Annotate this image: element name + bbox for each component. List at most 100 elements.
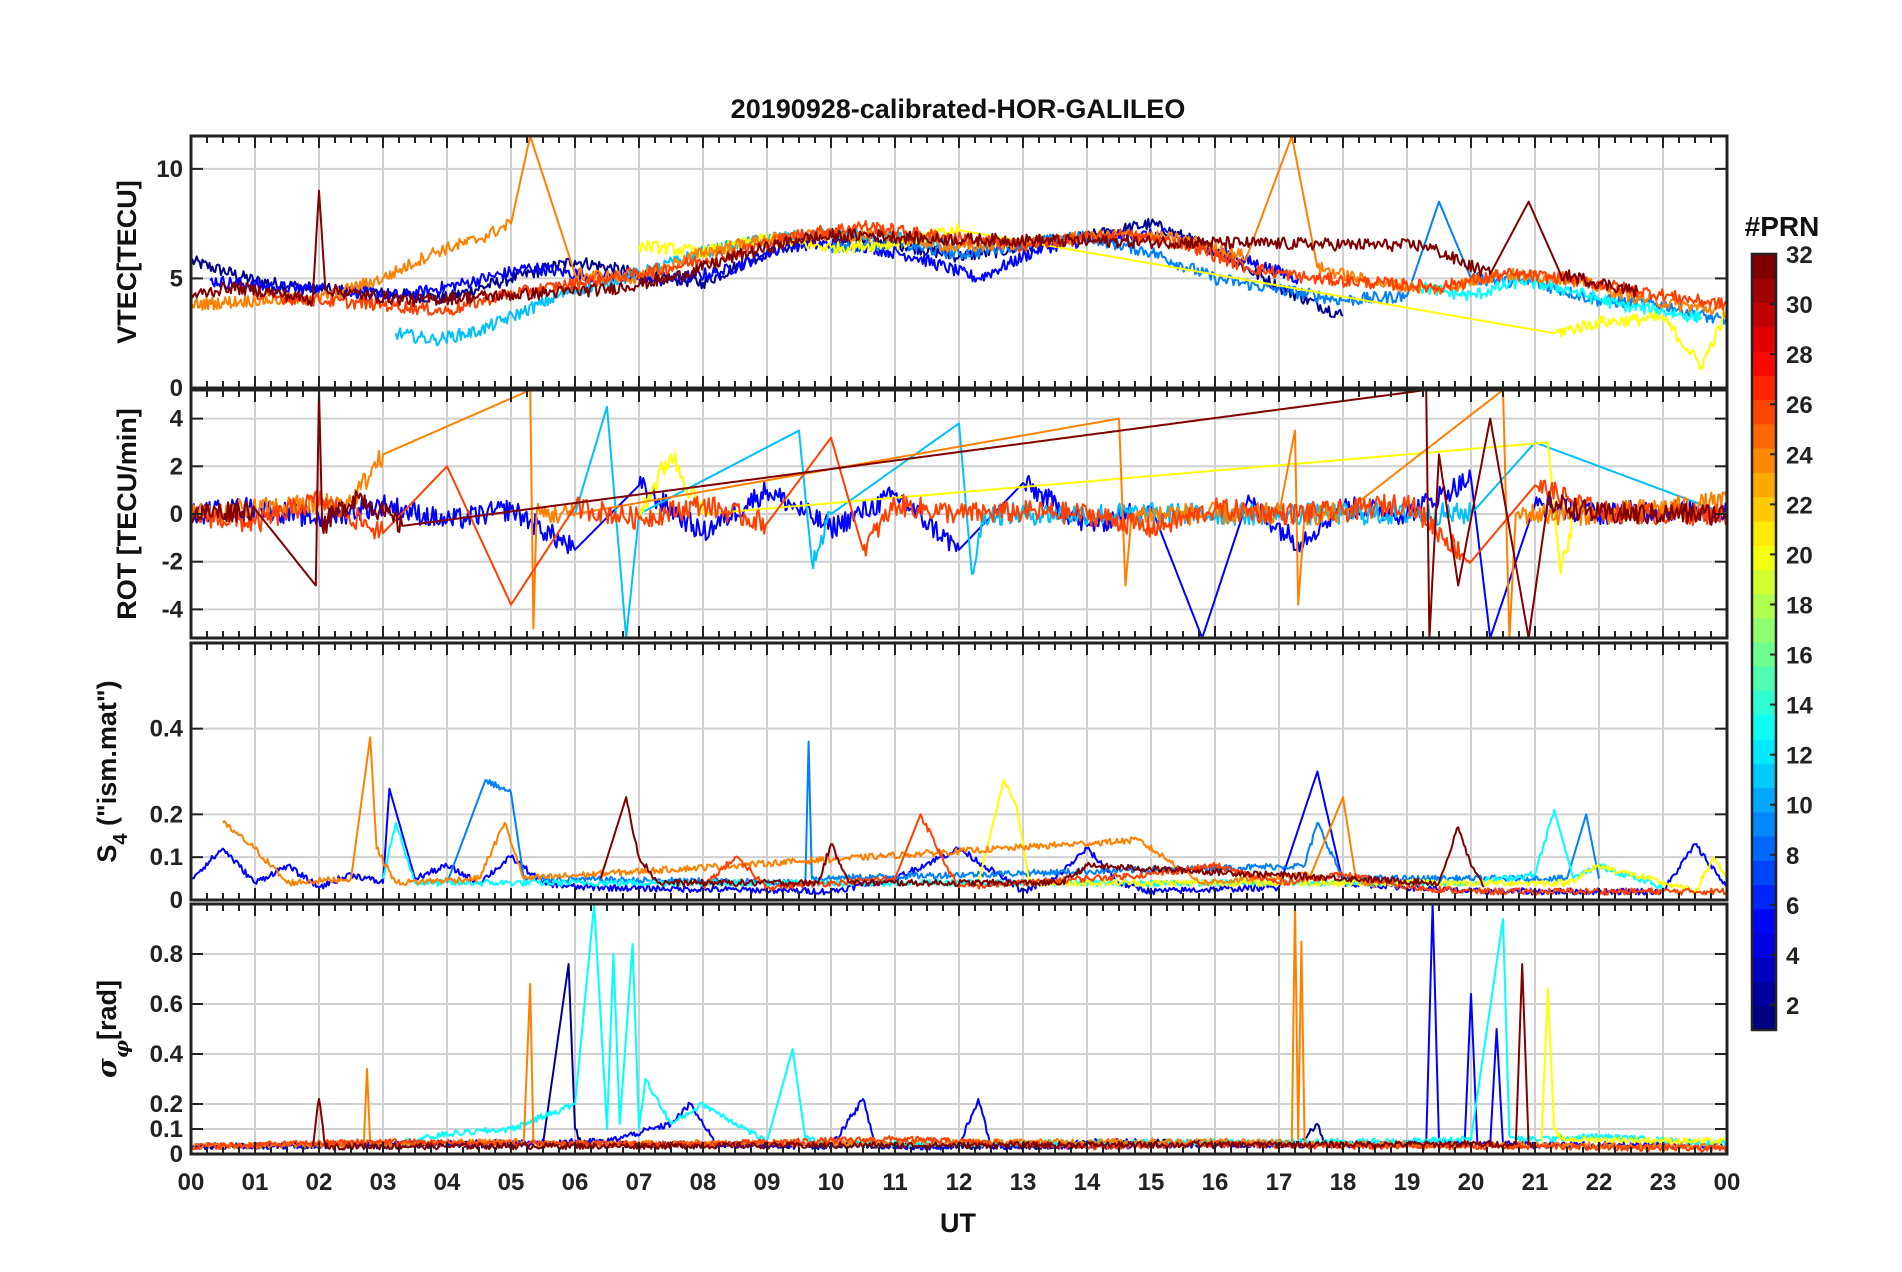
colorbar-segment [1752, 690, 1776, 716]
x-tick-label: 15 [1138, 1169, 1165, 1196]
colorbar-segment [1752, 302, 1776, 328]
x-tick-label: 00 [178, 1169, 205, 1196]
colorbar-frame [1750, 252, 1778, 1032]
colorbar-segment [1752, 375, 1776, 401]
colorbar-segment [1752, 254, 1776, 279]
colorbar-tick-label: 8 [1786, 843, 1799, 870]
x-tick-label: 06 [562, 1169, 589, 1196]
x-tick-label: 14 [1074, 1169, 1101, 1196]
y-tick-label: 0.1 [150, 1116, 183, 1143]
colorbar-tick-label: 4 [1786, 943, 1800, 970]
colorbar-tick-label: 30 [1786, 292, 1813, 319]
colorbar-segment [1752, 1005, 1776, 1031]
y-tick-label: 0.6 [150, 991, 183, 1018]
colorbar-segment [1752, 787, 1776, 813]
colorbar-segment [1752, 351, 1776, 376]
y-tick-label: 0.2 [150, 1091, 183, 1118]
colorbar-segment [1752, 763, 1776, 789]
series-line [191, 390, 1727, 638]
x-tick-labels: 00 01 02 03 04 05 06 07 08 09 10 11 12 13 14 15 16 17 18 19… [178, 1169, 1741, 1196]
series-line [191, 189, 1639, 308]
colorbar-tick-label: 12 [1786, 743, 1813, 770]
series-line [191, 390, 1727, 638]
y-tick-label: 0.2 [150, 801, 183, 828]
x-tick-label: 13 [1010, 1169, 1037, 1196]
series-line [638, 223, 1727, 371]
y-ticks: 0 0.1 0.2 0.4 [150, 716, 1727, 914]
series-line [191, 436, 1727, 606]
colorbar-tick-label: 28 [1786, 342, 1813, 369]
y-tick-label: 5 [170, 265, 183, 292]
colorbar-segment [1752, 860, 1776, 886]
x-ticks [190, 390, 1728, 638]
colorbar-segment [1752, 933, 1776, 958]
colorbar-segment [1752, 448, 1776, 473]
panel-2: -4 -2 0 2 4 ROT [TECU/min] [112, 388, 1729, 640]
grid [191, 643, 1727, 900]
y-axis-label: S4 ("ism.mat") [92, 680, 132, 862]
x-tick-label: 02 [306, 1169, 333, 1196]
colorbar-segment [1752, 520, 1776, 546]
colorbar-segment [1752, 278, 1776, 304]
y-tick-label: 0.4 [150, 1041, 184, 1068]
y-tick-label: -2 [162, 549, 183, 576]
colorbar-tick-label: 16 [1786, 643, 1813, 670]
x-tick-label: 21 [1522, 1169, 1549, 1196]
grid [191, 136, 1727, 388]
chart-title: 20190928-calibrated-HOR-GALILEO [731, 94, 1186, 124]
colorbar-segment [1752, 472, 1776, 498]
y-tick-label: 2 [170, 453, 183, 480]
x-tick-label: 22 [1586, 1169, 1613, 1196]
x-tick-label: 00 [1714, 1169, 1741, 1196]
y-axis-label: ROT [TECU/min] [112, 408, 142, 619]
series-group [191, 136, 1727, 371]
colorbar-segment [1752, 617, 1776, 643]
series-line [382, 904, 1727, 1150]
x-tick-label: 03 [370, 1169, 397, 1196]
colorbar-tick-label: 6 [1786, 893, 1799, 920]
colorbar-segment [1752, 326, 1776, 352]
x-tick-label: 17 [1266, 1169, 1293, 1196]
colorbar-tick-label: 24 [1786, 442, 1813, 469]
x-tick-label: 19 [1394, 1169, 1421, 1196]
colorbar-segment [1752, 981, 1776, 1007]
colorbar-tick-label: 2 [1786, 993, 1799, 1020]
x-tick-label: 18 [1330, 1169, 1357, 1196]
x-tick-label: 23 [1650, 1169, 1677, 1196]
y-tick-label: 0 [170, 501, 183, 528]
x-tick-label: 16 [1202, 1169, 1229, 1196]
y-tick-label: 0.4 [150, 716, 184, 743]
colorbar-segment [1752, 569, 1776, 595]
series-line [311, 963, 1536, 1151]
panel-3: 0 0.1 0.2 0.4 S4 ("ism.mat") [92, 641, 1729, 914]
x-ticks [190, 643, 1728, 900]
series-line [1418, 275, 1703, 324]
x-tick-label: 05 [498, 1169, 525, 1196]
colorbar-segment [1752, 908, 1776, 934]
panel-4: 00.10.2 0.4 0.6 0.8 σφ[rad] [92, 902, 1729, 1168]
y-tick-label: 10 [156, 156, 183, 183]
colorbar-tick-label: 26 [1786, 392, 1813, 419]
y-tick-label: 0.8 [150, 941, 183, 968]
colorbar-tick-label: 32 [1786, 242, 1813, 269]
series-line [191, 469, 1727, 638]
y-ticks: 0 5 10 [156, 156, 1727, 402]
y-ticks: 00.10.2 0.4 0.6 0.8 [150, 941, 1727, 1168]
colorbar-segment [1752, 811, 1776, 837]
colorbar-segment [1752, 957, 1776, 983]
y-tick-label: -4 [162, 596, 184, 623]
x-tick-label: 20 [1458, 1169, 1485, 1196]
x-tick-label: 01 [242, 1169, 269, 1196]
x-tick-label: 07 [626, 1169, 653, 1196]
y-tick-label: 0 [170, 375, 183, 402]
colorbar-segment [1752, 423, 1776, 449]
x-tick-label: 09 [754, 1169, 781, 1196]
series-line [599, 796, 1485, 888]
series-line [1540, 988, 1727, 1145]
colorbar-segment [1752, 836, 1776, 861]
colorbar-tick-label: 22 [1786, 492, 1813, 519]
y-tick-label: 4 [170, 406, 184, 433]
